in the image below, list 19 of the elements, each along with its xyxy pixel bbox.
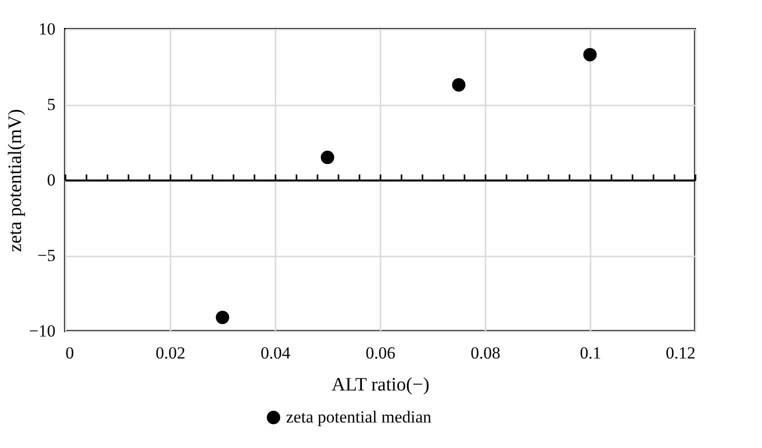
x-tick-label: 0.04 [260,344,291,362]
y-tick-label: 10 [38,20,56,38]
x-tick-label: 0.12 [666,344,696,362]
y-tick-label: −5 [37,246,56,265]
y-axis-title: zeta potential(mV) [4,109,26,252]
legend-label: zeta potential median [286,408,432,426]
x-tick-label: 0.08 [470,344,500,362]
x-tick-label: 0.02 [156,344,186,362]
y-tick-label: −10 [28,322,56,340]
y-tick-label: 0 [47,170,56,190]
point [583,48,597,62]
point [216,310,230,324]
x-tick-label: 0.06 [366,344,396,362]
point [320,150,334,164]
x-tick-label: 0 [66,344,74,362]
y-tick-label: 5 [47,95,56,114]
x-axis-title: ALT ratio(−) [332,374,430,396]
point [452,78,466,92]
x-tick-label: 0.1 [580,344,602,362]
